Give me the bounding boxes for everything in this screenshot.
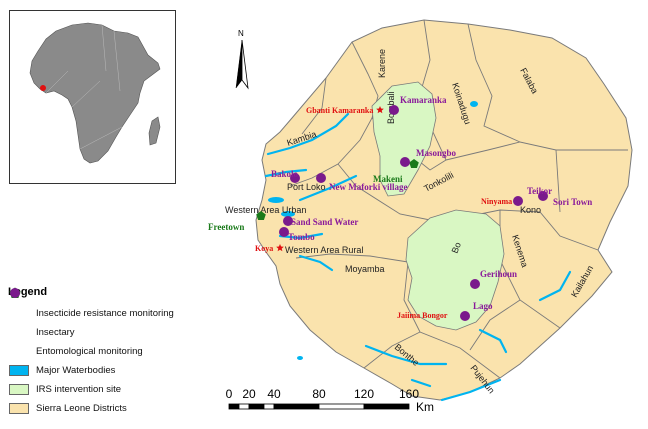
entomological-site-marker: [460, 311, 470, 321]
legend-item-label: Entomological monitoring: [36, 346, 143, 357]
north-arrow: N: [235, 29, 249, 90]
district-label: Karene: [377, 49, 387, 78]
entomological-site-marker: [470, 279, 480, 289]
resistance-site-label: Ninyama: [481, 197, 512, 206]
legend-item-label: IRS intervention site: [36, 384, 122, 395]
entomological-site-label: Lago: [473, 301, 493, 311]
district-label: Moyamba: [345, 264, 385, 274]
legend-item-label: Major Waterbodies: [36, 365, 116, 376]
resistance-site-marker: [276, 244, 284, 252]
legend-item: Insecticide resistance monitoring: [8, 288, 228, 323]
legend-item: Entomological monitoring: [8, 288, 228, 361]
scale-tick-label: 20: [242, 387, 256, 401]
scale-unit-label: Km: [416, 400, 434, 414]
insectary-site-label: Freetown: [208, 222, 244, 232]
entomological-site-label: Gerihoun: [480, 269, 517, 279]
north-arrow-icon: [235, 39, 243, 89]
entomological-site-label: Tombo: [288, 232, 315, 242]
legend: Legend Insecticide resistance monitoring…: [8, 286, 228, 426]
purple-circle-icon: [10, 288, 20, 298]
entomological-site-marker: [283, 216, 293, 226]
resistance-site-marker: [376, 106, 384, 114]
entomological-site-marker: [513, 196, 523, 206]
resistance-site-label: Koya: [255, 244, 273, 253]
north-arrow-label: N: [238, 29, 244, 38]
inner-borders: [45, 24, 123, 150]
resistance-site-label: Jaiima Bongor: [397, 311, 448, 320]
scale-tick-label: 0: [226, 387, 233, 401]
scale-tick-label: 160: [399, 387, 419, 401]
entomological-site-marker: [279, 227, 289, 237]
major-waterbodies: [264, 112, 572, 402]
legend-item-label: Insectary: [36, 327, 75, 338]
scale-tick-label: 120: [354, 387, 374, 401]
entomological-site-marker: [400, 157, 410, 167]
sierra-leone-locator: [40, 85, 46, 91]
legend-item-label: Insecticide resistance monitoring: [36, 308, 174, 319]
entomological-site-label: Bakolo: [271, 169, 299, 179]
entomological-site-label: New Maforki village: [329, 182, 407, 192]
africa-inset-map: [9, 10, 176, 184]
legend-swatch: [9, 365, 29, 376]
district-label: Kono: [520, 205, 541, 215]
entomological-site-marker: [389, 105, 399, 115]
entomological-site-marker: [316, 173, 326, 183]
water-lakes: [268, 101, 478, 360]
legend-title: Legend: [8, 286, 48, 298]
entomological-site-marker: [538, 191, 548, 201]
sierra-leone-outline: [255, 19, 633, 401]
madagascar-shape: [148, 116, 161, 146]
insectary-site-label: Makeni: [373, 174, 403, 184]
irs-zone-bombali: [371, 81, 437, 197]
legend-item: Sierra Leone Districts: [8, 399, 228, 418]
entomological-site-label: Kamaranka: [400, 95, 447, 105]
district-label: Bo: [450, 241, 463, 255]
africa-silhouette: [29, 22, 161, 164]
legend-item: Insectary: [8, 287, 228, 342]
entomological-site-label: Teikor: [527, 186, 552, 196]
district-label: Port Loko: [287, 182, 326, 192]
legend-item-label: Sierra Leone Districts: [36, 403, 127, 414]
district-label: Western Area Urban: [225, 205, 306, 215]
scale-tick-label: 40: [267, 387, 281, 401]
africa-inset-svg: [29, 22, 161, 164]
scale-tick-label: 80: [312, 387, 326, 401]
entomological-site-label: Sori Town: [553, 197, 592, 207]
legend-item: Major Waterbodies: [8, 361, 228, 380]
insectary-site-marker: [256, 211, 266, 220]
irs-zone-bo: [405, 209, 505, 331]
legend-swatch: [9, 403, 29, 414]
legend-item: IRS intervention site: [8, 380, 228, 399]
resistance-site-label: Gbanti Kamaranka: [306, 106, 373, 115]
entomological-site-label: Masongbo: [416, 148, 457, 158]
entomological-site-marker: [290, 173, 300, 183]
entomological-site-label: Sand Sand Water: [291, 217, 358, 227]
insectary-site-marker: [409, 159, 419, 168]
legend-swatch: [9, 384, 29, 395]
district-label: Western Area Rural: [285, 245, 363, 255]
